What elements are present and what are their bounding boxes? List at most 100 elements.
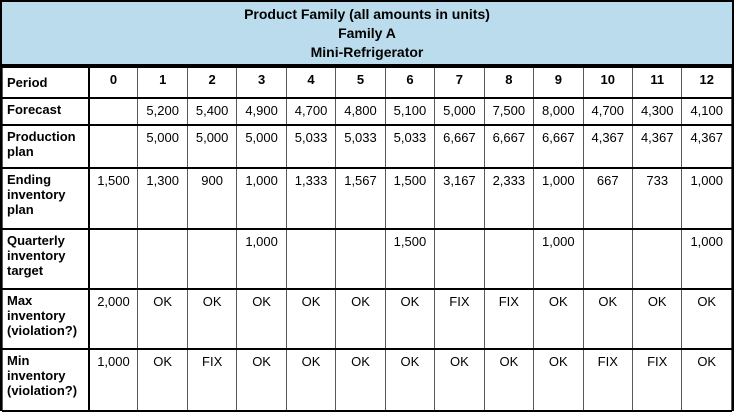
value-cell [137,228,188,290]
value-cell: 5,200 [137,97,188,126]
value-cell [186,228,238,290]
value-cell [285,228,337,290]
value-cell: FIX [582,348,633,412]
planning-grid: Period 0 1 2 3 4 5 6 7 8 9 10 11 12 Forecast 5,200 5,40… [2,66,732,412]
value-cell: 5,000 [236,124,287,169]
value-cell: OK [681,348,732,412]
title-line-product: Mini-Refrigerator [310,44,424,60]
value-cell: 4,367 [631,124,683,169]
value-cell: 5,400 [186,97,238,126]
period-cell: 5 [335,66,386,99]
title-line-family: Family A [338,25,396,41]
value-cell: OK [335,288,386,350]
value-cell: 6,667 [483,124,535,169]
value-cell: 4,300 [631,97,683,126]
period-row: Period 0 1 2 3 4 5 6 7 8 9 10 11 12 [2,66,732,99]
period-cell: 11 [631,66,683,99]
value-cell: 4,367 [582,124,633,169]
value-cell: 733 [631,167,683,230]
value-cell: 1,000 [681,228,732,290]
value-cell: 4,900 [236,97,287,126]
value-cell: 5,033 [285,124,337,169]
value-cell: 1,000 [533,228,584,290]
value-cell: FIX [434,288,485,350]
value-cell: 6,667 [533,124,584,169]
period-cell: 2 [186,66,238,99]
value-cell: OK [236,288,287,350]
table-row: Max inventory (violation?) 2,000 OK OK OK OK O… [2,288,732,350]
grid-body: Forecast 5,200 5,400 4,900 4,700 4,800 5,100 5,… [2,97,732,412]
value-cell: 5,000 [186,124,238,169]
row-label-cell: Production plan [2,124,90,169]
value-cell: 1,500 [384,228,436,290]
value-cell: OK [137,288,188,350]
value-cell: 4,700 [582,97,633,126]
row-label-cell: Quarterly inventory target [2,228,90,290]
value-cell: OK [285,348,337,412]
value-cell: OK [582,288,633,350]
period-cell: 10 [582,66,633,99]
value-cell: OK [533,288,584,350]
value-cell: 1,000 [533,167,584,230]
value-cell: 3,167 [434,167,485,230]
value-cell: OK [681,288,732,350]
value-cell: 1,000 [236,228,287,290]
value-cell: 900 [186,167,238,230]
value-cell: 5,000 [434,97,485,126]
value-cell: 1,000 [87,348,139,412]
period-cell: 8 [483,66,535,99]
table-row: Min inventory (violation?) 1,000 OK FIX OK OK… [2,348,732,412]
value-cell: 1,567 [335,167,386,230]
value-cell [87,97,139,126]
period-cell: 9 [533,66,584,99]
value-cell [434,228,485,290]
value-cell: OK [631,288,683,350]
value-cell: OK [384,288,436,350]
table-row: Ending inventory plan 1,500 1,300 900 1,000 1… [2,167,732,230]
title-line-product-family: Product Family (all amounts in units) [244,6,490,22]
period-cell: 0 [87,66,139,99]
value-cell: FIX [186,348,238,412]
row-label-cell: Ending inventory plan [2,167,90,230]
period-cell: 4 [285,66,337,99]
value-cell: OK [137,348,188,412]
table-row: Production plan 5,000 5,000 5,000 5,033 5,033… [2,124,732,169]
value-cell: 4,700 [285,97,337,126]
period-label-cell: Period [2,66,90,99]
table-title: Product Family (all amounts in units) Fa… [2,2,732,66]
value-cell [87,124,139,169]
value-cell: 1,500 [384,167,436,230]
value-cell [87,228,139,290]
period-cell: 3 [236,66,287,99]
value-cell: 4,367 [681,124,732,169]
value-cell: 6,667 [434,124,485,169]
value-cell: OK [533,348,584,412]
value-cell: OK [285,288,337,350]
value-cell: 1,500 [87,167,139,230]
value-cell: 8,000 [533,97,584,126]
period-cell: 1 [137,66,188,99]
value-cell [335,228,386,290]
value-cell: 5,033 [335,124,386,169]
value-cell: OK [434,348,485,412]
value-cell: 1,000 [236,167,287,230]
value-cell [582,228,633,290]
period-cell: 12 [681,66,732,99]
value-cell: 667 [582,167,633,230]
table-row: Quarterly inventory target 1,000 1,500 1,00… [2,228,732,290]
value-cell: 5,033 [384,124,436,169]
value-cell: 2,000 [87,288,139,350]
value-cell: 5,100 [384,97,436,126]
period-cell: 7 [434,66,485,99]
value-cell [483,228,535,290]
value-cell: OK [236,348,287,412]
value-cell: 1,300 [137,167,188,230]
value-cell: OK [186,288,238,350]
period-cell: 6 [384,66,436,99]
value-cell: 2,333 [483,167,535,230]
value-cell: 5,000 [137,124,188,169]
value-cell: 7,500 [483,97,535,126]
value-cell: 1,333 [285,167,337,230]
row-label-cell: Max inventory (violation?) [2,288,90,350]
